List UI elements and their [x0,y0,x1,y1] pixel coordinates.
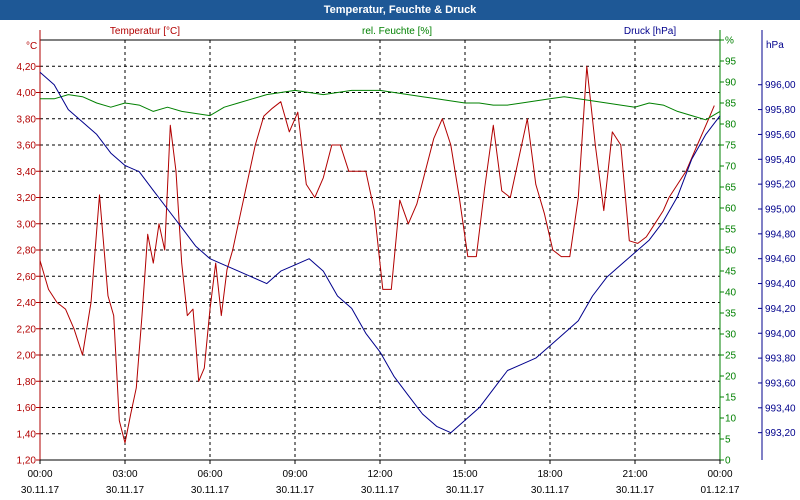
temperature-tick-label: 2,20 [17,324,37,335]
humidity-tick-label: 40 [725,288,737,299]
pressure-tick-label: 995,40 [765,155,796,166]
time-tick-label: 15:00 [452,469,477,480]
pressure-tick-label: 994,20 [765,304,796,315]
axes [36,30,763,464]
temperature-tick-label: 1,60 [17,403,37,414]
humidity-tick-label: % [725,36,734,47]
temperature-tick-label: 1,80 [17,377,37,388]
pressure-axis-title: Druck [hPa] [624,26,676,37]
date-tick-label: 30.11.17 [361,485,400,496]
temperature-tick-label: 3,80 [17,114,37,125]
humidity-tick-label: 65 [725,183,737,194]
date-tick-label: 30.11.17 [191,485,230,496]
temperature-tick-label: 2,40 [17,298,37,309]
temperature-tick-label: 1,20 [17,456,37,467]
time-tick-label: 09:00 [282,469,307,480]
humidity-tick-label: 95 [725,57,737,68]
window-title: Temperatur, Feuchte & Druck [0,0,800,20]
grid [39,39,721,461]
time-tick-label: 00:00 [707,469,732,480]
humidity-tick-label: 30 [725,330,737,341]
temperature-unit: °C [26,41,37,52]
humidity-tick-label: 60 [725,204,737,215]
pressure-tick-label: 996,00 [765,80,796,91]
time-tick-label: 18:00 [537,469,562,480]
humidity-tick-label: 35 [725,309,737,320]
time-tick-label: 06:00 [197,469,222,480]
pressure-tick-label: 993,80 [765,354,796,365]
time-tick-label: 12:00 [367,469,392,480]
date-tick-label: 30.11.17 [531,485,570,496]
temperature-tick-label: 3,00 [17,219,37,230]
time-tick-label: 03:00 [112,469,137,480]
humidity-tick-label: 70 [725,162,737,173]
pressure-tick-label: 993,20 [765,428,796,439]
humidity-axis-title: rel. Feuchte [%] [362,26,432,37]
pressure-tick-label: 994,40 [765,279,796,290]
humidity-tick-label: 20 [725,372,737,383]
humidity-tick-label: 25 [725,351,737,362]
axis-labels: 1,20 1,40 1,60 1,80 2,00 2,20 2,40 2,60 2,80 3,00… [17,26,796,496]
series-lines [39,65,721,444]
humidity-tick-label: 5 [725,435,731,446]
date-tick-label: 01.12.17 [701,485,740,496]
time-tick-label: 21:00 [622,469,647,480]
pressure-tick-label: 995,00 [765,204,796,215]
temperature-tick-label: 3,60 [17,141,37,152]
humidity-tick-label: 15 [725,393,737,404]
humidity-tick-label: 85 [725,99,737,110]
pressure-tick-label: 993,60 [765,378,796,389]
humidity-tick-label: 10 [725,414,737,425]
date-tick-label: 30.11.17 [21,485,60,496]
humidity-tick-label: 90 [725,78,737,89]
humidity-tick-label: 80 [725,120,737,131]
pressure-tick-label: 995,20 [765,180,796,191]
temperature-tick-label: 2,80 [17,246,37,257]
temperature-axis-title: Temperatur [°C] [110,26,180,37]
humidity-line [40,89,721,121]
pressure-tick-label: 994,80 [765,229,796,240]
pressure-tick-label: 994,60 [765,254,796,265]
time-tick-label: 00:00 [27,469,52,480]
pressure-tick-label: 993,40 [765,403,796,414]
date-tick-label: 30.11.17 [276,485,315,496]
humidity-tick-label: 45 [725,267,737,278]
date-tick-label: 30.11.17 [106,485,145,496]
temperature-tick-label: 4,00 [17,88,37,99]
humidity-tick-label: 55 [725,225,737,236]
humidity-tick-label: 50 [725,246,737,257]
pressure-tick-label: 995,60 [765,130,796,141]
temperature-tick-label: 4,20 [17,62,37,73]
humidity-tick-label: 0 [725,456,731,467]
date-tick-label: 30.11.17 [446,485,485,496]
humidity-tick-label: 75 [725,141,737,152]
pressure-tick-label: 995,80 [765,105,796,116]
temperature-tick-label: 2,00 [17,351,37,362]
pressure-tick-label: 994,00 [765,329,796,340]
pressure-unit: hPa [766,40,784,51]
temperature-tick-label: 3,20 [17,193,37,204]
date-tick-label: 30.11.17 [616,485,655,496]
pressure-line [39,71,721,434]
temperature-tick-label: 2,60 [17,272,37,283]
temperature-tick-label: 1,40 [17,429,37,440]
temperature-line [39,65,715,444]
temperature-tick-label: 3,40 [17,167,37,178]
